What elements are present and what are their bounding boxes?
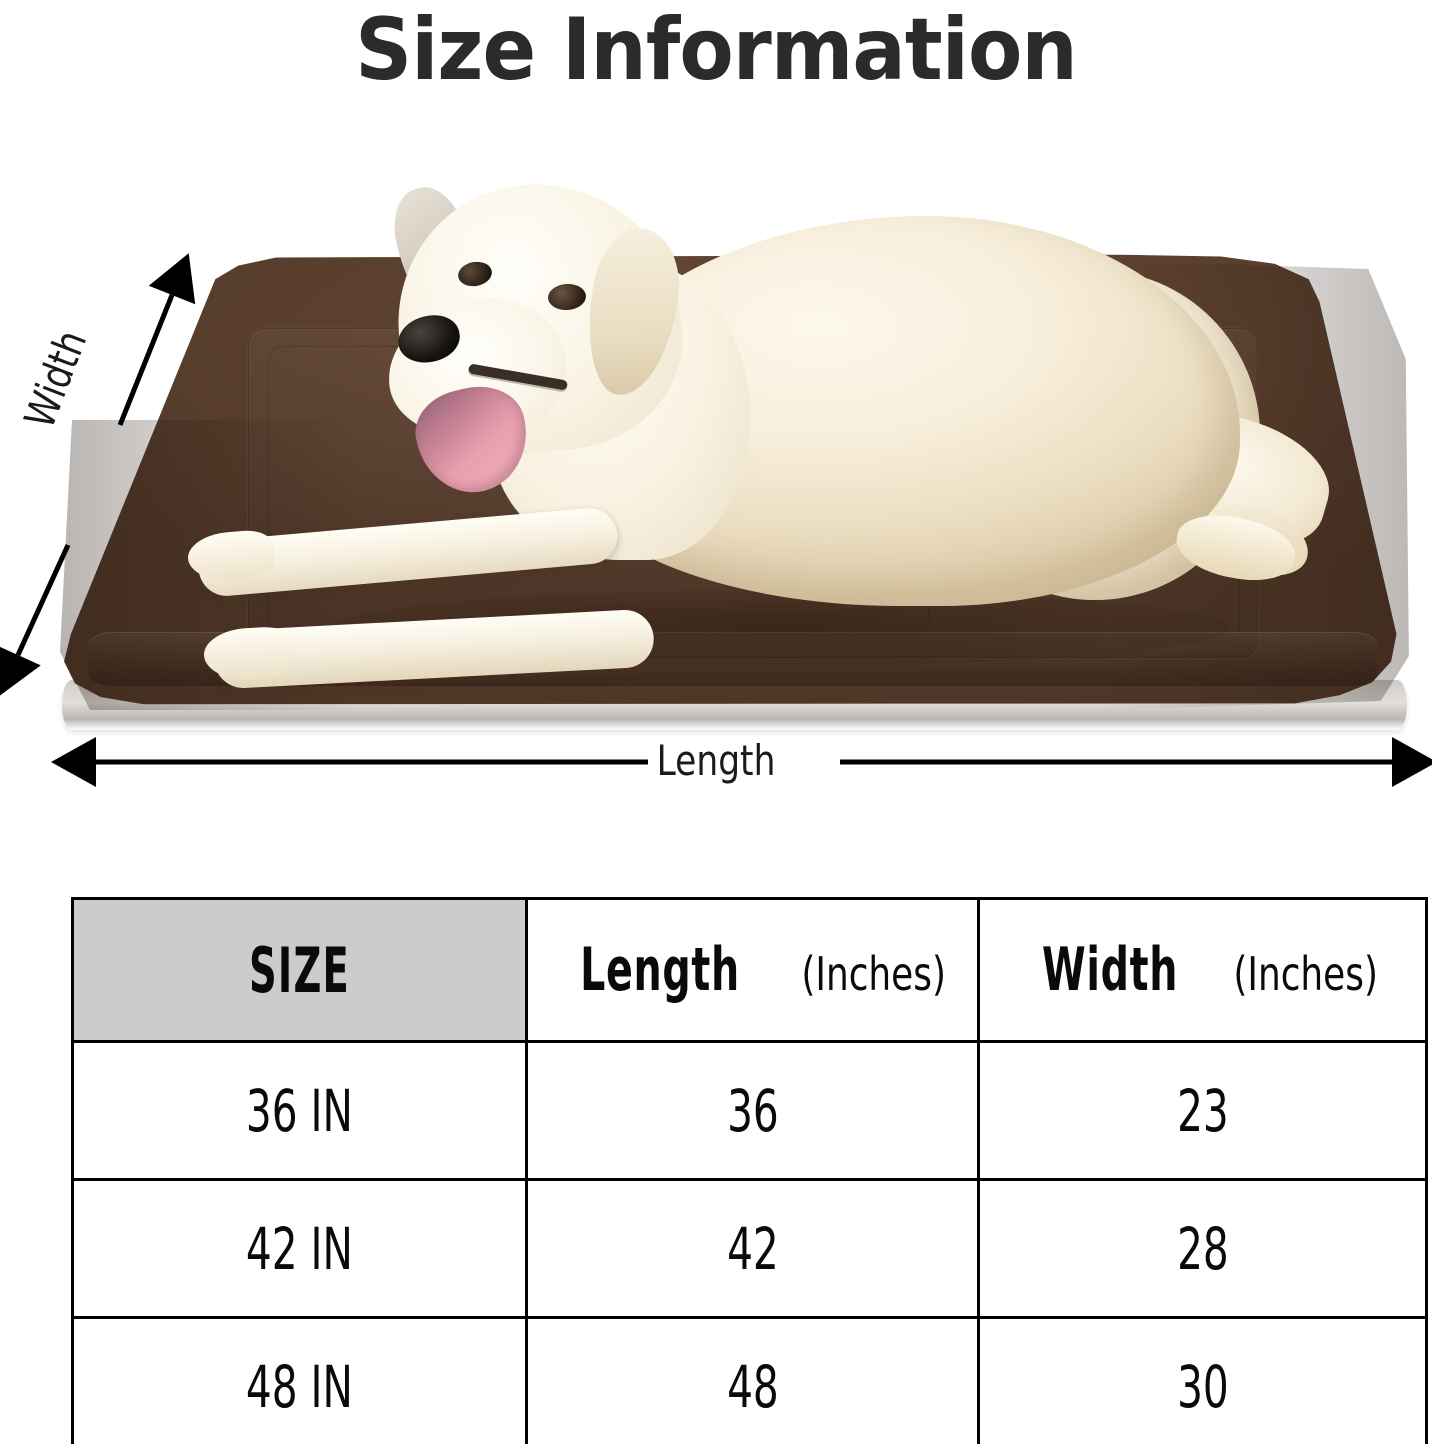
cell-width: 30	[977, 1316, 1428, 1444]
cell-size: 36 IN	[71, 1040, 528, 1181]
cell-length-value: 48	[726, 1352, 779, 1421]
cell-size-value: 42 IN	[246, 1214, 353, 1283]
header-length-group: Length (Inches)	[539, 935, 966, 1005]
table-header: SIZE Length (Inches) Width (Inches)	[71, 897, 1428, 1043]
cell-size: 42 IN	[71, 1178, 528, 1319]
cell-width: 28	[977, 1178, 1428, 1319]
table-row: 48 IN 48 30	[71, 1316, 1428, 1444]
header-length-unit: (Inches)	[801, 947, 946, 1001]
header-cell-length: Length (Inches)	[525, 897, 980, 1043]
header-size-label: SIZE	[248, 933, 351, 1007]
length-dimension-label: Length	[656, 736, 776, 785]
cell-width: 23	[977, 1040, 1428, 1181]
header-width-label: Width	[1041, 935, 1178, 1005]
pet-bed-illustration	[0, 120, 1432, 820]
header-length-label: Length	[579, 935, 740, 1005]
table-header-row: SIZE Length (Inches) Width (Inches)	[71, 897, 1428, 1043]
product-image	[0, 120, 1432, 820]
header-cell-size: SIZE	[71, 897, 528, 1043]
cell-size-value: 48 IN	[246, 1352, 353, 1421]
cell-width-value: 30	[1176, 1352, 1229, 1421]
cell-size-value: 36 IN	[246, 1076, 353, 1145]
cell-length-value: 36	[726, 1076, 779, 1145]
cell-length-value: 42	[726, 1214, 779, 1283]
cell-width-value: 28	[1176, 1214, 1229, 1283]
table-row: 42 IN 42 28	[71, 1178, 1428, 1319]
cell-width-value: 23	[1176, 1076, 1229, 1145]
cell-length: 42	[525, 1178, 980, 1319]
size-chart-table: SIZE Length (Inches) Width (Inches)	[71, 897, 1428, 1444]
header-cell-width: Width (Inches)	[977, 897, 1428, 1043]
header-width-group: Width (Inches)	[1007, 935, 1398, 1005]
cell-length: 36	[525, 1040, 980, 1181]
cell-size: 48 IN	[71, 1316, 528, 1444]
header-width-unit: (Inches)	[1233, 947, 1378, 1001]
table-body: 36 IN 36 23 42 IN 42 28	[71, 1040, 1428, 1444]
cell-length: 48	[525, 1316, 980, 1444]
bed-top-surface	[64, 254, 1397, 705]
table-row: 36 IN 36 23	[71, 1040, 1428, 1181]
page-title: Size Information	[355, 0, 1078, 100]
